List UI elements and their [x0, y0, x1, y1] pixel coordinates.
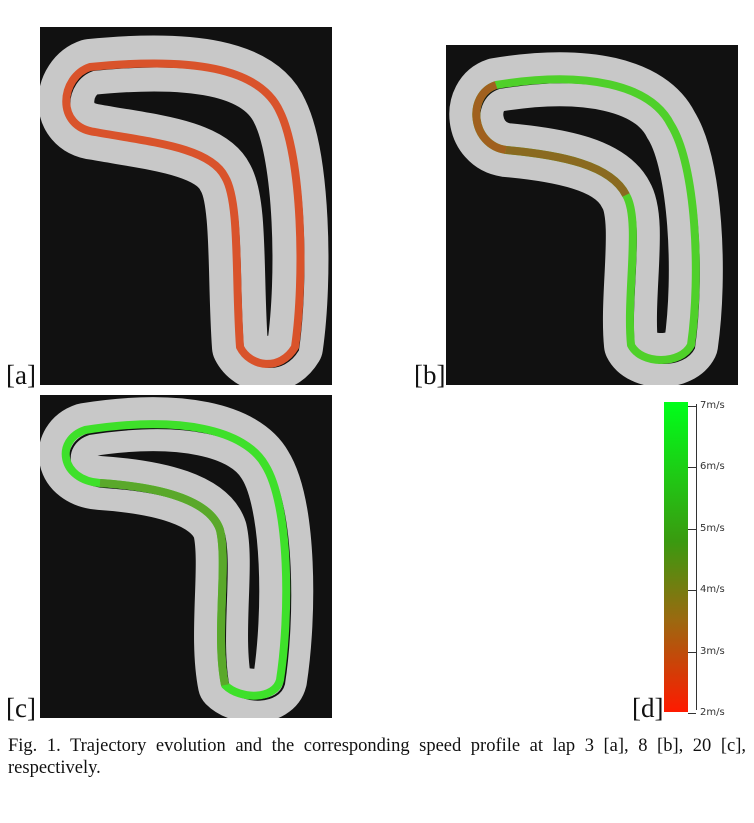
colorbar-tick-mark — [688, 590, 696, 592]
panel-label-a: [a] — [6, 360, 36, 390]
colorbar-tick-mark — [688, 651, 696, 653]
track-plot-c — [40, 397, 314, 718]
panel-label-d: [d] — [632, 693, 664, 723]
slower-segment — [99, 479, 229, 686]
track-panel-b — [446, 45, 738, 385]
colorbar-tick-label: 6m/s — [700, 461, 725, 473]
colorbar-axis — [696, 404, 697, 710]
track-surface — [40, 35, 329, 385]
figure-caption: Fig. 1. Trajectory evolution and the cor… — [8, 736, 746, 778]
colorbar-tick-mark — [688, 528, 696, 530]
colorbar-tick-label: 3m/s — [700, 645, 725, 657]
panel-label-c: [c] — [6, 693, 36, 723]
slow-segment — [472, 81, 507, 154]
track-panel-a — [40, 27, 332, 385]
track-surface — [40, 397, 314, 718]
colorbar-tick-mark — [688, 713, 696, 714]
track-surface — [449, 52, 723, 385]
track-panel-c — [40, 395, 332, 718]
speed-profile-line — [62, 59, 305, 368]
speed-colorbar — [664, 402, 688, 712]
panel-label-b: [b] — [414, 360, 446, 390]
colorbar-tick-label: 5m/s — [700, 522, 725, 534]
colorbar-tick-label: 2m/s — [700, 707, 725, 718]
colorbar-tick-mark — [688, 406, 696, 407]
track-plot-a — [40, 35, 329, 385]
colorbar-tick-mark — [688, 467, 696, 469]
track-plot-b — [449, 52, 723, 385]
colorbar-tick-label: 4m/s — [700, 584, 725, 596]
slow-segment — [505, 146, 630, 198]
colorbar-tick-label: 7m/s — [700, 400, 725, 411]
